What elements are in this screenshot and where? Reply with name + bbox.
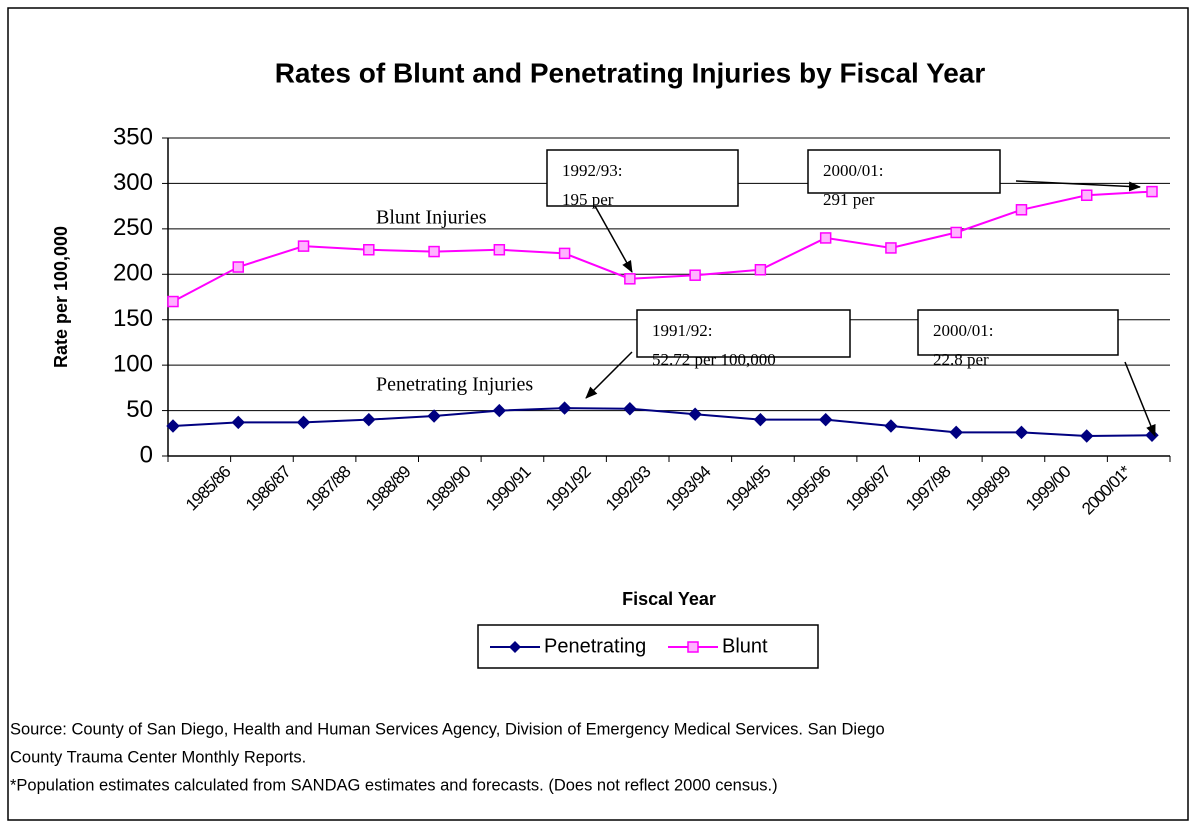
series-line xyxy=(172,190,1153,303)
series-label: Penetrating Injuries xyxy=(376,374,533,396)
annotation-arrow xyxy=(594,205,633,273)
annotation-box xyxy=(546,149,739,207)
y-axis-label: Rate per 100,000 xyxy=(51,226,71,368)
point xyxy=(231,415,245,430)
point xyxy=(1014,425,1029,440)
point xyxy=(296,415,311,430)
series-line xyxy=(172,407,1153,438)
point xyxy=(688,407,702,421)
legend-marker xyxy=(687,641,699,653)
annotation-box xyxy=(636,309,851,358)
annotation-arrow xyxy=(585,351,633,399)
legend-label: Penetrating xyxy=(544,635,646,657)
point xyxy=(1080,189,1093,201)
annotation-text: 1991/92: xyxy=(652,321,712,340)
point xyxy=(689,269,701,281)
point xyxy=(166,419,180,433)
y-tick-label: 0 xyxy=(140,441,153,468)
annotation-arrow xyxy=(1124,361,1156,437)
point xyxy=(884,419,898,433)
legend-label: Blunt xyxy=(722,635,768,657)
point xyxy=(557,401,572,415)
point xyxy=(753,412,768,427)
annotation-text: 2000/01: xyxy=(933,321,993,340)
legend-marker xyxy=(509,641,521,653)
point xyxy=(949,425,963,440)
point xyxy=(363,244,375,256)
chart-title: Rates of Blunt and Penetrating Injuries … xyxy=(275,57,986,88)
point xyxy=(754,263,767,276)
point xyxy=(232,261,245,273)
point xyxy=(1146,185,1158,198)
y-tick-label: 300 xyxy=(113,169,153,196)
legend: Penetrating Blunt xyxy=(477,624,819,669)
annotation-text: 2000/01: xyxy=(823,161,883,180)
note: County Trauma Center Monthly Reports. xyxy=(10,748,306,766)
point xyxy=(623,402,637,416)
point xyxy=(167,295,179,308)
point xyxy=(362,412,376,427)
frame xyxy=(7,7,1189,821)
point xyxy=(558,247,571,260)
point xyxy=(624,273,636,285)
annotation-text: 291 per xyxy=(823,190,875,209)
annotation-text: 195 per xyxy=(562,190,614,209)
point xyxy=(492,403,507,418)
note: *Population estimates calculated from SA… xyxy=(10,776,778,794)
point xyxy=(819,232,832,244)
y-tick-label: 200 xyxy=(113,260,153,287)
annotation-box xyxy=(917,309,1119,356)
point xyxy=(885,242,897,254)
annotation-text: 52.72 per 100,000 xyxy=(652,350,776,369)
point xyxy=(428,245,440,258)
annotation-arrow xyxy=(1015,180,1141,192)
point xyxy=(818,412,833,427)
annotation-box xyxy=(807,149,1001,194)
y-tick-label: 250 xyxy=(113,214,153,241)
point xyxy=(297,240,310,252)
point xyxy=(950,226,962,239)
note: Source: County of San Diego, Health and … xyxy=(10,720,885,738)
point xyxy=(1080,429,1094,443)
annotation-text: 22.8 per xyxy=(933,350,989,369)
point xyxy=(493,244,506,256)
y-tick-label: 100 xyxy=(113,350,153,377)
annotation-text: 1992/93: xyxy=(562,161,622,180)
x-axis-label: Fiscal Year xyxy=(622,589,716,609)
point xyxy=(427,409,441,423)
series-label: Blunt Injuries xyxy=(376,207,487,229)
y-tick-label: 150 xyxy=(113,305,153,332)
point xyxy=(1015,204,1028,216)
y-tick-label: 50 xyxy=(126,396,153,423)
y-tick-label: 350 xyxy=(113,123,153,150)
